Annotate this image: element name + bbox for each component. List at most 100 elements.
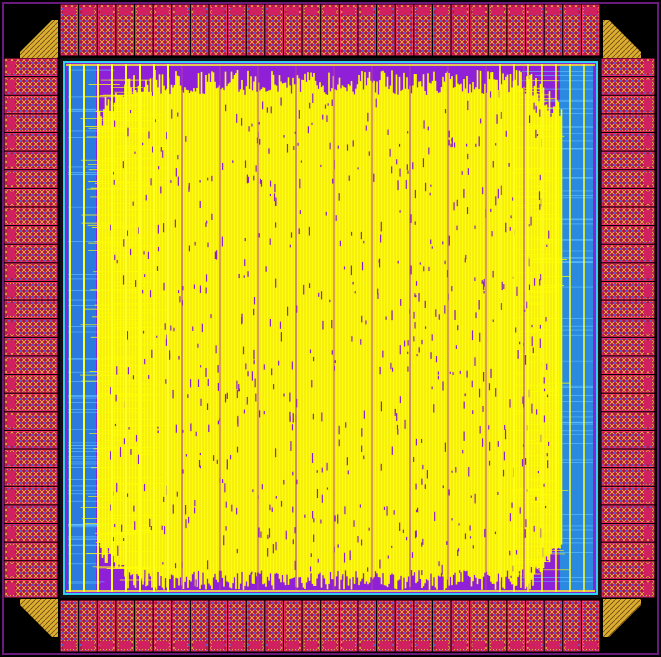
via-gap [524,354,527,365]
via-gap [263,410,265,415]
via-gap [474,225,476,229]
via-gap [126,493,129,497]
via-gap [194,500,196,507]
pad-bond [7,526,15,540]
via-gap [374,576,376,580]
via-gap [255,165,257,172]
via-gap [543,483,545,487]
io-pad [4,542,58,561]
pad-bond [305,7,318,15]
via-gap [423,266,425,272]
via-gap [497,188,499,199]
via-gap [334,515,336,522]
via-gap [415,530,417,538]
io-pad [601,133,655,151]
via-gap [310,553,312,557]
via-gap [321,494,323,503]
via-gap [539,109,541,117]
via-gap [367,112,369,122]
pad-bond [7,545,15,558]
via-gap [332,178,334,184]
io-pad [4,319,58,337]
via-gap [216,250,218,260]
via-gap [482,187,484,195]
pad-bond [100,641,113,649]
via-gap [324,104,327,109]
pad-bond [7,452,15,465]
pad-bond [644,433,652,447]
via-gap [122,275,125,285]
via-gap [492,270,494,278]
via-gap [289,411,291,421]
via-gap [444,442,446,452]
via-gap [380,463,382,471]
via-gap [454,310,456,320]
via-gap [535,105,537,110]
io-pad [601,300,655,319]
via-gap [298,228,300,235]
via-gap [414,322,416,329]
via-gap [532,347,534,354]
via-gap [207,560,209,570]
via-gap [325,211,327,216]
via-gap [237,418,239,427]
via-gap [483,278,485,287]
io-pad [377,4,395,56]
via-gap [431,386,433,390]
pad-bond [644,396,652,409]
via-gap [211,175,213,182]
via-gap [238,384,240,392]
via-gap [474,493,476,504]
pad-bond [323,641,337,649]
via-gap [422,158,425,168]
via-gap [394,408,396,416]
io-pad [601,579,655,598]
via-gap [448,489,450,496]
via-gap [524,529,526,538]
via-gap [114,254,116,261]
via-gap [326,487,329,490]
via-gap [512,197,514,201]
pad-bond [644,303,652,316]
pad-ring [4,4,655,652]
pad-bond [7,98,15,111]
pad-bond [193,7,206,15]
via-gap [360,339,362,345]
via-gap [119,447,122,457]
via-gap [463,431,465,441]
via-gap [407,351,409,354]
via-gap [268,528,271,538]
via-gap [416,353,418,357]
via-gap [393,510,395,515]
via-gap [428,266,430,272]
io-pad [488,600,507,652]
via-gap [414,221,416,225]
via-gap [265,266,267,272]
via-gap [251,571,253,575]
via-gap [201,323,203,333]
pad-bond [7,582,15,595]
via-gap [338,425,340,435]
via-gap [442,241,444,245]
pad-bond [81,641,95,649]
via-gap [142,142,144,146]
via-gap [176,491,178,497]
via-gap [338,439,340,447]
via-gap [144,358,146,365]
via-gap [351,336,353,342]
via-gap [490,368,492,378]
via-gap [543,415,546,423]
via-gap [313,518,315,523]
via-gap [475,143,477,147]
via-gap [205,367,207,377]
via-gap [291,361,293,370]
io-pad [601,524,655,542]
via-gap [275,541,277,551]
via-gap [437,371,440,375]
via-gap [308,226,310,236]
via-gap [337,544,339,548]
via-gap [464,393,466,397]
via-gap [368,527,370,531]
via-gap [244,259,246,266]
via-gap [400,298,402,306]
